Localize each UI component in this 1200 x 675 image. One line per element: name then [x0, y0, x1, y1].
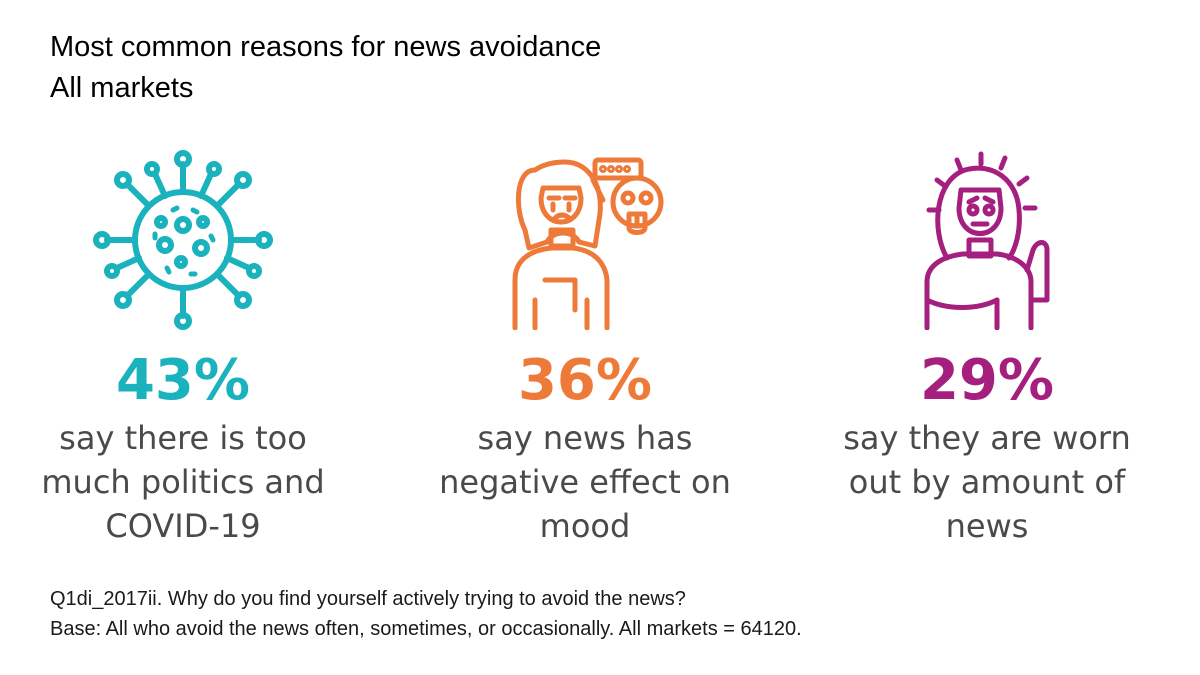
- stat-worn-out: 29% say they are worn out by amount of n…: [787, 140, 1187, 548]
- stat-value: 29%: [919, 348, 1055, 413]
- stat-label: say they are worn out by amount of news: [843, 419, 1131, 545]
- stat-value: 43%: [115, 348, 251, 413]
- virus-icon: [93, 150, 273, 330]
- stat-label: say there is too much politics and COVID…: [41, 419, 325, 545]
- footnote-question: Q1di_2017ii. Why do you find yourself ac…: [50, 588, 686, 610]
- chart-subtitle: All markets: [50, 72, 194, 104]
- chart-title: Most common reasons for news avoidance: [50, 31, 602, 63]
- stat-value: 36%: [517, 348, 653, 413]
- stat-negative-mood: 36% say news has negative effect on mood: [385, 140, 785, 548]
- worn-out-person-icon: [924, 151, 1050, 330]
- stat-label: say news has negative effect on mood: [439, 419, 731, 545]
- stat-politics-covid: 43% say there is too much politics and C…: [0, 140, 383, 548]
- sad-person-icon: [512, 157, 664, 330]
- footnote-base: Base: All who avoid the news often, some…: [50, 618, 802, 640]
